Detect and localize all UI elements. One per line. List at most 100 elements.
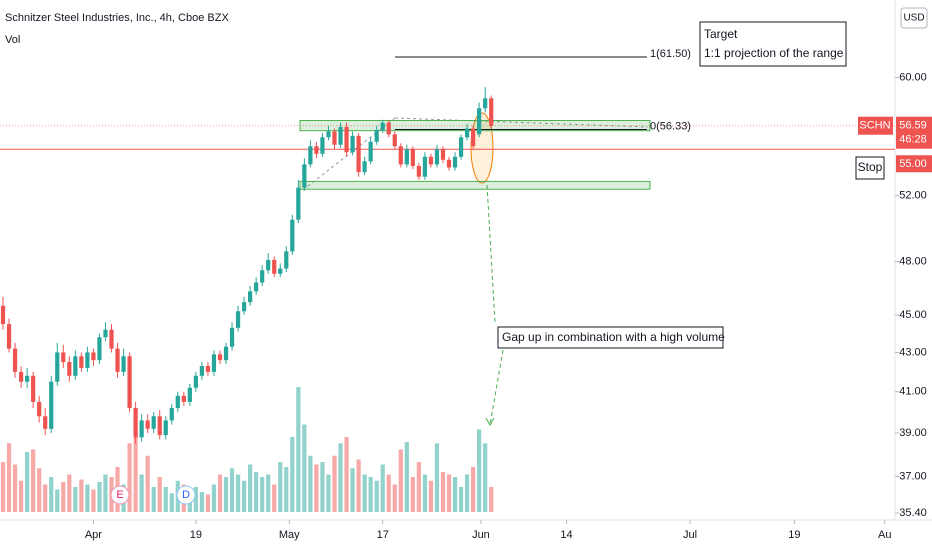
volume-bar (67, 474, 72, 512)
candle-body (471, 128, 476, 147)
candle-body (67, 362, 72, 376)
volume-bar (302, 424, 307, 512)
x-tick-label: Apr (85, 529, 102, 541)
last-price-box (896, 116, 932, 149)
volume-bar (416, 462, 421, 512)
trend-line (394, 117, 649, 128)
candle-body (392, 134, 397, 147)
volume-bar (37, 468, 42, 512)
event-label[interactable]: E (116, 489, 123, 501)
candle-body (211, 354, 217, 372)
candle-body (37, 401, 42, 417)
volume-bar (362, 474, 367, 512)
volume-bar (314, 464, 319, 512)
event-label[interactable]: D (182, 489, 190, 501)
y-tick-label: 60.00 (899, 71, 927, 83)
candle-body (79, 356, 84, 368)
volume-bar (398, 449, 403, 512)
candle-body (489, 98, 494, 126)
volume-bar (235, 474, 241, 512)
volume-bar (73, 487, 78, 512)
volume-bar (332, 455, 337, 512)
volume-bar (489, 487, 494, 512)
volume-bar (91, 489, 96, 512)
volume-bar (12, 464, 18, 512)
candle-body (410, 149, 415, 166)
volume-bar (18, 480, 24, 512)
candle-body (248, 291, 253, 303)
candle-body (356, 135, 361, 173)
y-tick-label: 43.00 (899, 346, 927, 358)
candle-body (91, 352, 96, 361)
volume-bar (157, 477, 162, 512)
x-tick-label: Jul (683, 529, 697, 541)
candle-body (344, 127, 349, 153)
candle-body (97, 337, 102, 361)
candle-body (61, 352, 66, 363)
volume-bar (440, 472, 446, 512)
volume-bar (446, 474, 452, 512)
candle-body (169, 408, 174, 421)
candle-body (278, 268, 283, 274)
volume-bar (145, 455, 150, 512)
x-tick-label: Jun (472, 529, 490, 541)
volume-bar (163, 487, 168, 512)
candle-body (145, 420, 150, 429)
volume-bar (434, 443, 440, 512)
currency-box[interactable] (900, 7, 928, 29)
candle-body (428, 156, 434, 165)
volume-bar (308, 455, 313, 512)
y-tick-label: 41.00 (899, 386, 927, 398)
x-tick-label: 17 (377, 529, 389, 541)
volume-bar (229, 468, 235, 512)
event-marker[interactable] (176, 485, 196, 505)
volume-bar (169, 493, 174, 512)
candle-body (416, 165, 421, 177)
candle-body (302, 164, 307, 188)
volume-bar (199, 492, 205, 512)
volume-bar (79, 479, 84, 512)
candle-body (296, 187, 301, 220)
candle-body (199, 365, 205, 376)
chart-title: Schnitzer Steel Industries, Inc., 4h, Cb… (5, 12, 229, 24)
candle-body (193, 375, 198, 388)
volume-bar (338, 443, 343, 512)
volume-bar (428, 480, 434, 512)
volume-bar (85, 484, 90, 512)
volume-bar (320, 462, 325, 512)
event-marker[interactable] (110, 485, 130, 505)
candle-body (133, 408, 138, 438)
gap-box (497, 326, 724, 349)
volume-bar (350, 468, 355, 512)
candle-body (440, 149, 446, 160)
currency[interactable]: USD (903, 13, 924, 24)
volume-bar (266, 474, 271, 512)
candle-body (446, 159, 452, 168)
trend-line (302, 117, 396, 191)
volume-bar (127, 443, 132, 512)
volume-bar (410, 477, 415, 512)
candle-body (458, 137, 464, 157)
volume-bar (151, 487, 156, 512)
volume-label: Vol (5, 34, 20, 46)
candle-body (85, 352, 90, 368)
candle-body (272, 259, 277, 274)
candle-body (332, 131, 337, 145)
volume-bar (368, 477, 373, 512)
range-box (299, 180, 651, 190)
candle-body (43, 416, 48, 429)
target-note: Target (704, 27, 738, 41)
candle-body (139, 420, 144, 438)
volume-bar (61, 482, 66, 512)
candle-body (398, 146, 403, 165)
candle-body (452, 156, 458, 168)
candle-body (235, 311, 241, 328)
target-note: 1:1 projection of the range (704, 46, 844, 60)
volume-bar (25, 452, 30, 512)
candle-body (187, 387, 192, 402)
candle-body (31, 375, 36, 402)
volume-bar (296, 387, 301, 512)
volume-bar (374, 480, 379, 512)
candle-body (404, 149, 409, 165)
